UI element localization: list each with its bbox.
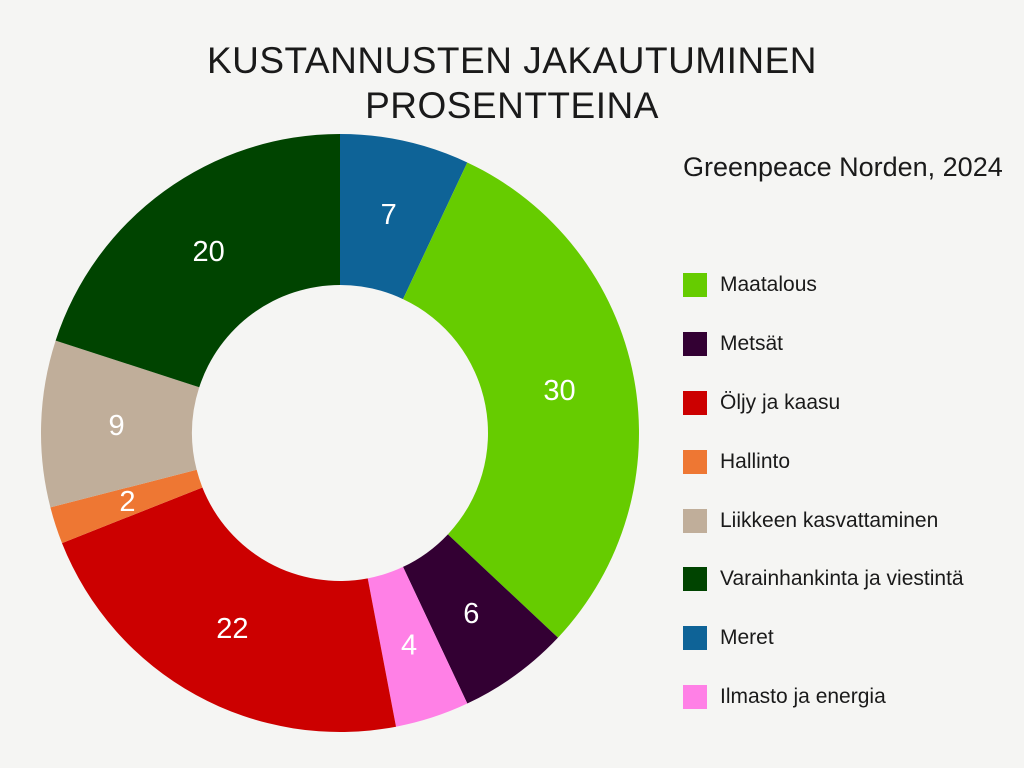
legend-swatch [683,684,707,709]
legend-label: Liikkeen kasvattaminen [720,508,939,532]
legend-item-varainhankinta-ja-viestinta: Varainhankinta ja viestintä [683,550,1018,609]
legend-item-oljy-ja-kaasu: Öljy ja kaasu [683,374,1018,433]
chart-title: KUSTANNUSTEN JAKAUTUMINEN PROSENTTEINA [0,38,1024,128]
legend: Maatalous Metsät Öljy ja kaasu Hallinto Liik… [683,256,1018,726]
slice-label-ilmasto-ja-energia: 4 [401,630,417,662]
legend-title: Greenpeace Norden, 2024 [683,152,1003,182]
slice-meret [340,134,468,300]
legend-swatch [683,273,707,298]
slice-ilmasto-ja-energia [367,566,468,727]
slice-hallinto [50,469,203,544]
slice-liikkeen-kasvattaminen [41,340,200,508]
slice-label-liikkeen-kasvattaminen: 9 [109,410,125,442]
legend-label: Hallinto [720,449,791,473]
chart-title-line-2: PROSENTTEINA [365,85,659,126]
legend-swatch [683,567,707,592]
legend-swatch [683,332,707,357]
legend-swatch [683,390,707,415]
legend-swatch [683,508,707,533]
legend-label: Metsät [720,332,784,356]
slice-label-meret: 7 [381,199,397,231]
slice-label-maatalous: 30 [543,375,575,407]
legend-item-metsat: Metsät [683,315,1018,374]
legend-swatch [683,449,707,474]
legend-label: Öljy ja kaasu [720,390,841,414]
slice-oljy-ja-kaasu [61,487,397,732]
legend-item-hallinto: Hallinto [683,432,1018,491]
slice-metsat [403,534,558,704]
legend-item-ilmasto-ja-energia: Ilmasto ja energia [683,668,1018,727]
chart-title-line-1: KUSTANNUSTEN JAKAUTUMINEN [206,40,818,81]
legend-label: Varainhankinta ja viestintä [720,567,964,591]
legend-item-maatalous: Maatalous [683,256,1018,315]
legend-swatch [683,626,707,651]
legend-label: Meret [720,626,774,650]
legend-label: Maatalous [720,273,817,297]
legend-item-liikkeen-kasvattaminen: Liikkeen kasvattaminen [683,491,1018,550]
slice-varainhankinta-ja-viestinta [55,134,341,388]
slice-label-varainhankinta-ja-viestinta: 20 [192,236,224,268]
slice-label-hallinto: 2 [119,486,135,518]
legend-item-meret: Meret [683,609,1018,668]
slice-label-oljy-ja-kaasu: 22 [216,613,248,645]
donut-slices [41,134,639,732]
slice-label-metsat: 6 [463,598,479,630]
slice-maatalous [403,162,639,638]
legend-label: Ilmasto ja energia [720,684,886,708]
